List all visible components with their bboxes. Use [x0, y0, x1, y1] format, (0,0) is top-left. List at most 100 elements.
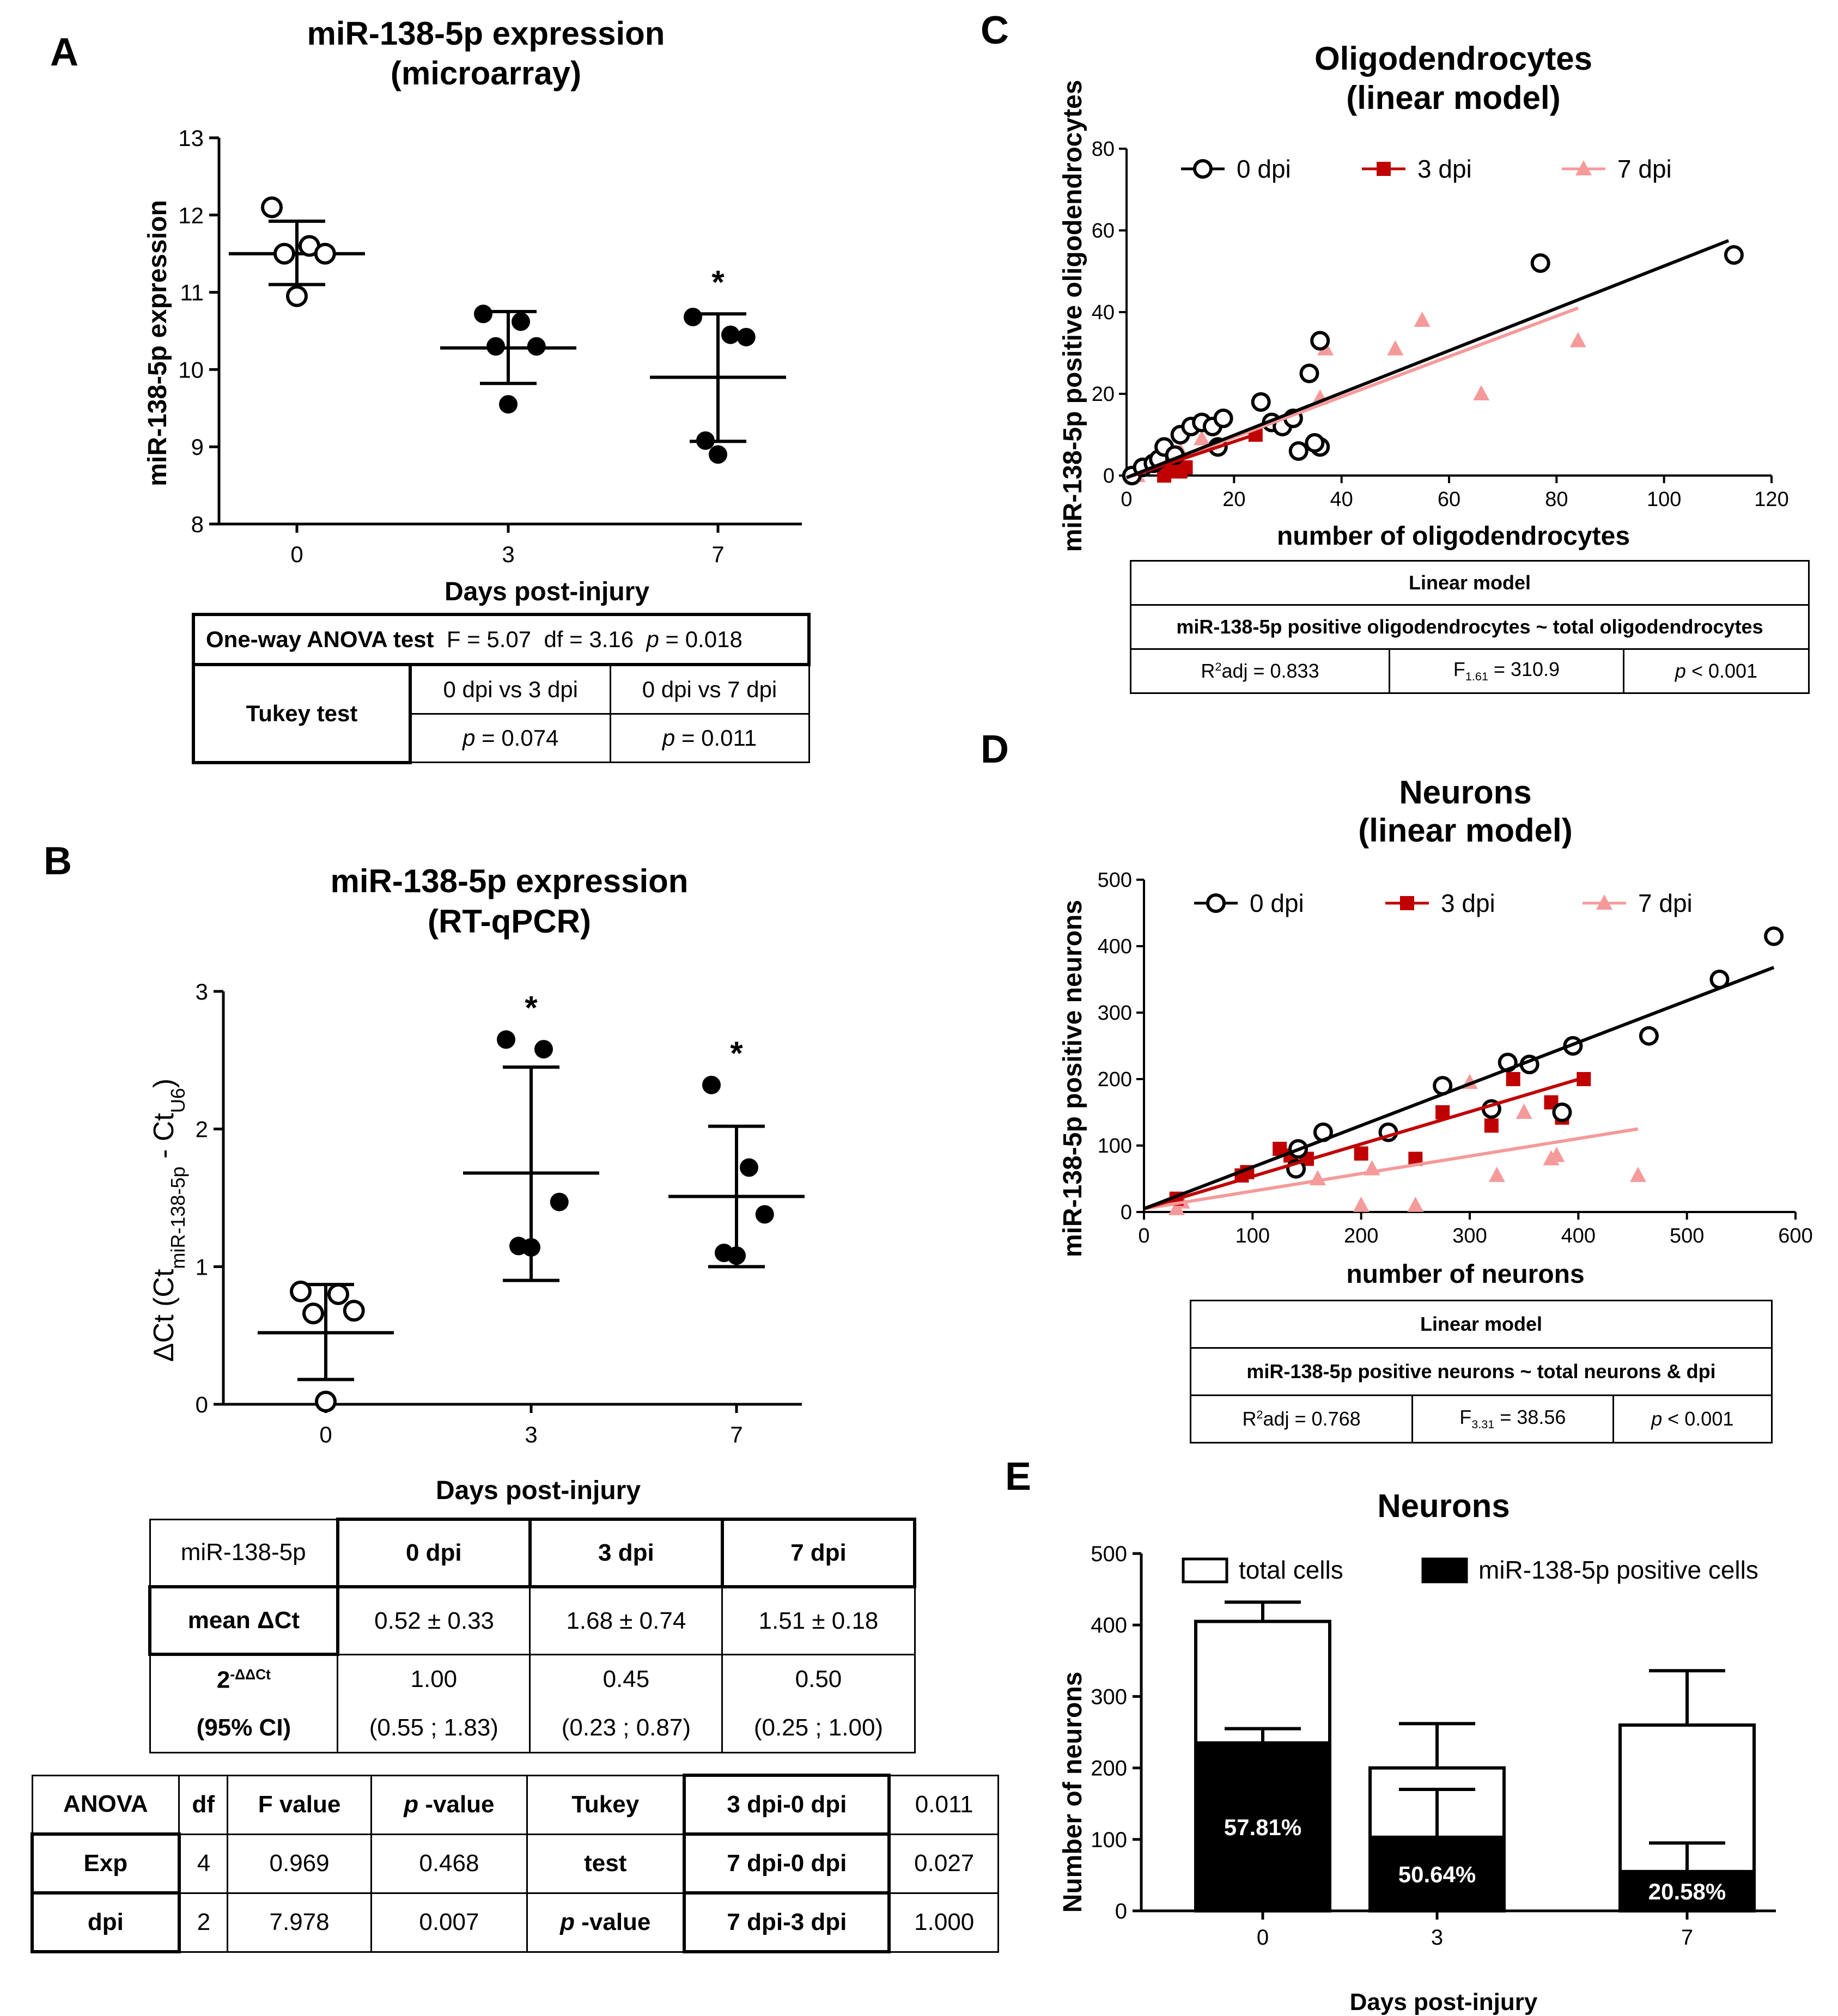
table-b-cell: 0.52 ± 0.33: [337, 1586, 531, 1655]
table-b-cell: (0.23 ; 0.87): [529, 1704, 723, 1753]
p-label: p: [1651, 1408, 1663, 1430]
y-tick-label: 200: [1091, 1757, 1127, 1781]
y-tick-label: 20: [1092, 383, 1115, 406]
r2-post: adj = 0.833: [1221, 660, 1319, 682]
data-point: [737, 327, 756, 346]
table-b-anova: ANOVA df F value p -value Tukey 3 dpi-0 …: [31, 1774, 1000, 1953]
data-point: [1310, 331, 1330, 351]
chart-d-subtitle: (linear model): [1358, 812, 1572, 849]
bar-positive-cells: [1194, 1741, 1331, 1913]
data-point: [527, 337, 546, 356]
y-tick-label: 60: [1092, 220, 1115, 242]
p-label-rest: -value: [575, 1909, 651, 1935]
y-tick-label: 3: [196, 979, 208, 1004]
p-value-1-text: = 0.074: [482, 725, 559, 751]
data-point: [1629, 1166, 1646, 1182]
data-point: [755, 1205, 774, 1224]
r2-pre: R: [1242, 1408, 1257, 1430]
x-tick-label: 0: [1138, 1225, 1149, 1247]
y-tick-label: 300: [1091, 1685, 1127, 1709]
legend-label: 0 dpi: [1237, 155, 1291, 183]
b2-cell: 0.969: [227, 1833, 372, 1894]
f-sub: 3.31: [1471, 1417, 1495, 1432]
table-b-col-7dpi: 7 dpi: [720, 1518, 917, 1588]
b2-tukey-test: test: [526, 1833, 685, 1894]
chart-b-title: miR-138-5p expression: [331, 863, 689, 899]
y-tick-label: 13: [178, 125, 204, 151]
chart-e-title: Neurons: [1377, 1488, 1510, 1524]
anova-label: One-way ANOVA test: [206, 626, 434, 652]
data-point: [290, 1280, 312, 1302]
data-point: [486, 337, 505, 356]
fit-line: [1125, 239, 1730, 479]
legend-label: 7 dpi: [1617, 155, 1672, 183]
y-tick-label: 1: [196, 1254, 208, 1280]
data-point: [286, 285, 308, 307]
legend-swatch-total: [1182, 1557, 1228, 1583]
b2-row-dpi: dpi: [31, 1891, 181, 1953]
r2-post: adj = 0.768: [1263, 1408, 1361, 1430]
chart-c-ylabel: miR-138-5p positive oligodendrocytes: [1058, 80, 1087, 552]
fit-line: [1143, 1076, 1585, 1210]
anova-f: F = 5.07: [446, 626, 532, 652]
r2-pre: R: [1201, 660, 1215, 682]
bar-percentage-label: 50.64%: [1398, 1861, 1476, 1887]
b2-h-anova: ANOVA: [31, 1774, 180, 1835]
data-point: [1305, 433, 1325, 453]
data-point: [1288, 441, 1308, 461]
p-val: < 0.001: [1662, 1408, 1734, 1430]
f-post: = 38.56: [1494, 1406, 1566, 1429]
y-tick-label: 500: [1091, 1542, 1127, 1566]
fit-line: [1143, 966, 1775, 1210]
p-value-2-text: = 0.011: [681, 725, 757, 751]
r2-sup: 2: [1215, 660, 1222, 673]
table-d-r2: R2adj = 0.768: [1189, 1394, 1414, 1444]
data-point: [497, 1030, 515, 1049]
x-tick-label: 3: [502, 541, 514, 567]
fold-base: 2: [216, 1666, 230, 1694]
x-tick-label: 300: [1452, 1225, 1487, 1247]
significance-star: *: [525, 989, 538, 1026]
b2-cell: 4: [178, 1833, 229, 1894]
x-tick-label: 200: [1344, 1225, 1378, 1247]
y-tick-label: 0: [1103, 465, 1115, 488]
table-d-formula: miR-138-5p positive neurons ~ total neur…: [1190, 1347, 1773, 1396]
table-d-f: F3.31 = 38.56: [1411, 1394, 1614, 1444]
data-point: [314, 242, 336, 265]
x-tick-label: 80: [1545, 488, 1568, 511]
y-tick-label: 10: [178, 357, 204, 382]
y-tick-label: 40: [1092, 301, 1115, 324]
anova-p-label: p: [646, 626, 659, 652]
chart-c-subtitle: (linear model): [1346, 80, 1560, 116]
y-tick-label: 300: [1098, 1002, 1132, 1025]
data-point: [1516, 1104, 1532, 1119]
b2-h-f: F value: [227, 1774, 372, 1835]
b2-tukey-pvalue: p -value: [526, 1892, 685, 1953]
x-tick-label: 7: [1681, 1926, 1693, 1950]
data-point: [721, 325, 740, 344]
b2-value: 0.011: [888, 1774, 1000, 1835]
p-label: p: [662, 725, 675, 751]
data-point: [1414, 312, 1431, 327]
data-point: [1639, 1026, 1659, 1046]
b2-cell: 2: [178, 1892, 229, 1953]
y-tick-label: 12: [178, 203, 204, 228]
y-tick-label: 2: [196, 1117, 208, 1142]
panel-label-c: C: [981, 9, 1009, 52]
data-point: [709, 445, 727, 464]
chart-e-xlabel: Days post-injury: [1350, 1989, 1538, 2015]
data-point: [273, 242, 295, 265]
y-tick-label: 100: [1098, 1135, 1132, 1158]
b2-h-df: df: [178, 1774, 229, 1835]
chart-b-subtitle: (RT-qPCR): [428, 903, 591, 940]
x-tick-label: 60: [1438, 488, 1460, 511]
f-sub: 1.61: [1465, 669, 1488, 684]
chart-a-xlabel: Days post-injury: [445, 577, 649, 606]
panel-label-d: D: [981, 728, 1009, 771]
chart-d: Neurons (linear model) number of neurons…: [1058, 774, 1813, 1289]
x-tick-label: 0: [1257, 1926, 1269, 1950]
data-point: [327, 1283, 349, 1305]
x-tick-label: 0: [319, 1422, 332, 1447]
f-pre: F: [1459, 1406, 1472, 1429]
